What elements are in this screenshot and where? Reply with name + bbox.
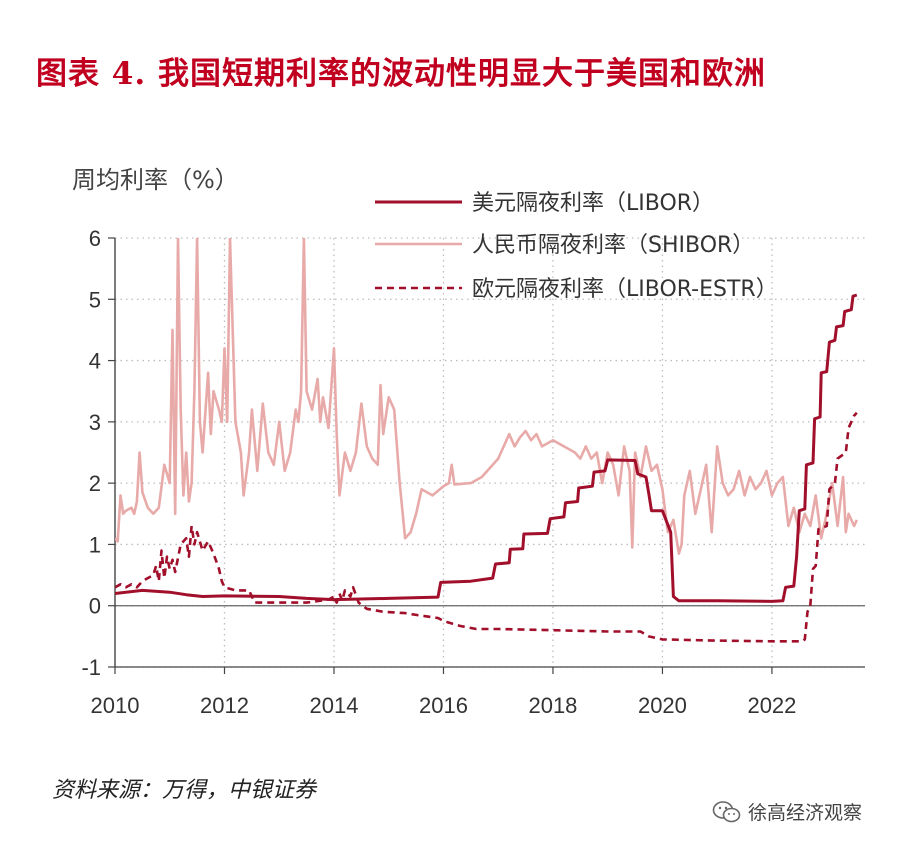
y-tick-label: 3 xyxy=(89,410,101,435)
series-line-cny-shibor xyxy=(115,238,858,555)
x-tick-label: 2016 xyxy=(419,693,468,718)
legend-label: 欧元隔夜利率（LIBOR-ESTR） xyxy=(472,277,778,302)
legend-label: 人民币隔夜利率（SHIBOR） xyxy=(472,233,754,258)
wechat-icon xyxy=(712,800,741,822)
x-tick-label: 2018 xyxy=(528,693,577,718)
chart-title: 图表 4. 我国短期利率的波动性明显大于美国和欧洲 xyxy=(36,56,766,92)
watermark-text: 徐高经济观察 xyxy=(748,802,863,824)
x-tick-label: 2012 xyxy=(200,693,249,718)
source-note: 资料来源：万得，中银证券 xyxy=(52,778,317,803)
x-tick-label: 2010 xyxy=(91,693,140,718)
x-tick-label: 2020 xyxy=(638,693,687,718)
y-axis-title: 周均利率（%） xyxy=(72,166,239,194)
y-tick-label: 0 xyxy=(89,594,101,619)
watermark: 徐高经济观察 xyxy=(712,798,862,825)
y-tick-label: 1 xyxy=(89,532,101,557)
y-tick-label: 6 xyxy=(89,226,101,251)
y-tick-label: 5 xyxy=(89,287,101,312)
x-tick-label: 2014 xyxy=(310,693,359,718)
series-line-usd-libor xyxy=(115,293,858,603)
x-tick-label: 2022 xyxy=(747,693,796,718)
y-tick-label: -1 xyxy=(81,655,101,680)
y-tick-label: 2 xyxy=(89,471,101,496)
legend-label: 美元隔夜利率（LIBOR） xyxy=(472,191,714,216)
y-tick-label: 4 xyxy=(89,349,101,374)
series-line-eur-estr xyxy=(115,411,858,643)
